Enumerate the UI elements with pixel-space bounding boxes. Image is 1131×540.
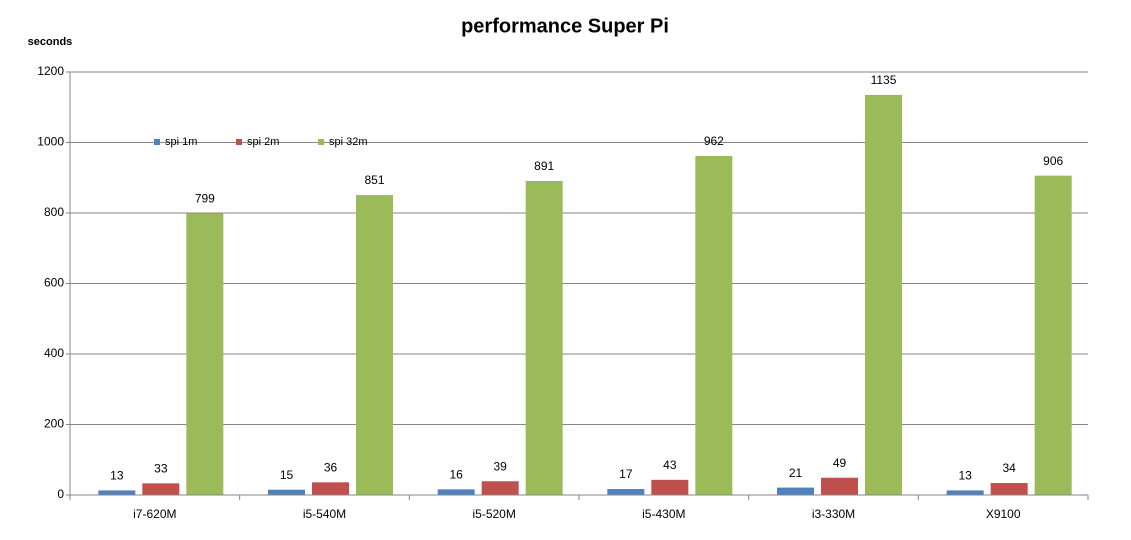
data-label: 17 bbox=[619, 467, 633, 481]
bar bbox=[777, 487, 814, 495]
bar bbox=[142, 483, 180, 495]
x-tick-label: i5-430M bbox=[642, 507, 685, 521]
bar bbox=[525, 180, 563, 496]
legend-swatch bbox=[318, 139, 324, 145]
bar bbox=[695, 155, 733, 495]
data-label: 851 bbox=[364, 173, 384, 187]
data-label: 39 bbox=[493, 459, 507, 473]
y-tick-label: 1000 bbox=[37, 135, 64, 149]
bar bbox=[268, 489, 305, 495]
data-label: 49 bbox=[833, 456, 847, 470]
legend-swatch bbox=[236, 139, 242, 145]
data-label: 16 bbox=[449, 468, 463, 482]
x-tick-label: i7-620M bbox=[133, 507, 176, 521]
bar bbox=[946, 490, 984, 495]
data-label: 15 bbox=[280, 468, 294, 482]
y-tick-label: 0 bbox=[57, 487, 64, 501]
chart-title: performance Super Pi bbox=[461, 15, 669, 37]
y-axis-label: seconds bbox=[28, 36, 73, 48]
bar bbox=[607, 489, 645, 495]
bar bbox=[651, 479, 689, 495]
data-label: 34 bbox=[1002, 461, 1016, 475]
bar bbox=[865, 94, 902, 495]
x-tick-label: X9100 bbox=[986, 507, 1021, 521]
x-tick-label: i5-540M bbox=[303, 507, 346, 521]
data-label: 962 bbox=[704, 134, 724, 148]
data-label: 1135 bbox=[871, 73, 897, 87]
bar bbox=[990, 483, 1028, 495]
data-label: 906 bbox=[1043, 154, 1063, 168]
bar bbox=[98, 490, 136, 495]
x-tick-label: i5-520M bbox=[472, 507, 515, 521]
y-tick-label: 1200 bbox=[37, 64, 64, 78]
data-label: 36 bbox=[324, 460, 338, 474]
legend-label: spi 1m bbox=[165, 136, 197, 148]
bar bbox=[437, 489, 475, 495]
bar bbox=[186, 213, 224, 496]
y-tick-label: 800 bbox=[44, 205, 64, 219]
bar bbox=[1034, 175, 1072, 495]
x-tick-label: i3-330M bbox=[812, 507, 855, 521]
y-tick-label: 200 bbox=[44, 417, 64, 431]
data-label: 33 bbox=[154, 462, 168, 476]
bar bbox=[312, 482, 349, 495]
data-label: 21 bbox=[789, 466, 803, 480]
legend-swatch bbox=[154, 139, 160, 145]
data-label: 13 bbox=[958, 469, 972, 483]
bar bbox=[821, 477, 858, 495]
data-label: 891 bbox=[534, 159, 554, 173]
legend-label: spi 32m bbox=[329, 136, 368, 148]
bar bbox=[356, 195, 393, 495]
data-label: 799 bbox=[195, 192, 215, 206]
data-label: 13 bbox=[110, 469, 124, 483]
bar bbox=[481, 481, 519, 495]
data-label: 43 bbox=[663, 458, 677, 472]
legend-label: spi 2m bbox=[247, 136, 279, 148]
y-tick-label: 600 bbox=[44, 276, 64, 290]
y-tick-label: 400 bbox=[44, 346, 64, 360]
